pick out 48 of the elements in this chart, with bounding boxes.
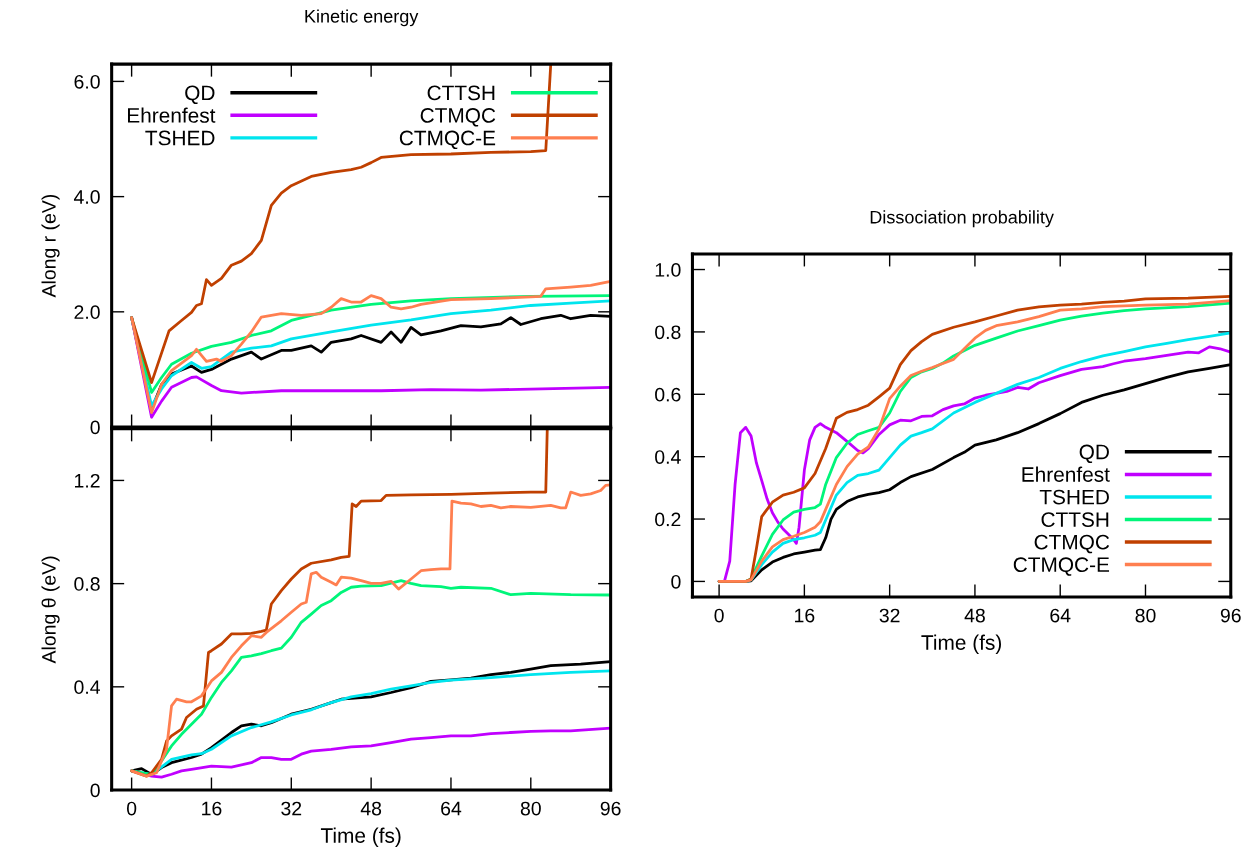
y-tick-label: 4.0 <box>73 190 100 204</box>
legend-label: CTTSH <box>427 85 495 101</box>
x-tick-label: 16 <box>795 608 815 623</box>
y-tick-label: 0.4 <box>74 680 100 695</box>
y-tick-label: 0 <box>671 574 681 589</box>
y-tick-label: 0 <box>90 783 100 798</box>
x-tick-label: 48 <box>360 801 382 816</box>
x-tick-label: 64 <box>441 801 462 816</box>
legend-label: TSHED <box>1039 489 1109 505</box>
x-tick-label: 80 <box>1135 608 1156 623</box>
x-tick-label: 0 <box>714 608 724 623</box>
line-series <box>130 483 611 778</box>
y-tick-label: 0.2 <box>655 512 681 527</box>
y-tick-label: 0.4 <box>655 450 681 464</box>
legend-label: Ehrenfest <box>128 107 216 123</box>
y-axis-title: Along r (eV) <box>41 194 60 298</box>
x-axis-title: Time (fs) <box>320 827 401 847</box>
chart-title: Dissociation probability <box>870 210 1054 228</box>
y-tick-label: 0.8 <box>74 577 100 591</box>
legend-label: TSHED <box>145 130 215 146</box>
x-tick-label: 80 <box>520 801 541 816</box>
x-tick-label: 32 <box>879 608 900 623</box>
x-tick-label: 0 <box>126 801 137 816</box>
x-tick-label: 96 <box>600 801 621 816</box>
y-tick-label: 6.0 <box>74 74 100 89</box>
x-tick-label: 96 <box>1220 608 1241 623</box>
legend-label: Ehrenfest <box>1022 466 1110 482</box>
chart-title: Kinetic energy <box>305 9 419 27</box>
x-tick-label: 32 <box>281 801 302 816</box>
y-tick-label: 0.6 <box>655 387 681 402</box>
y-tick-label: 1.2 <box>75 473 100 488</box>
x-tick-label: 48 <box>964 608 985 623</box>
y-tick-label: 0 <box>90 420 100 435</box>
y-tick-label: 2.0 <box>74 305 100 320</box>
x-axis-title: Time (fs) <box>921 634 1002 654</box>
legend-label: CTMQC-E <box>399 130 496 150</box>
legend-label: CTTSH <box>1041 512 1109 527</box>
line-series <box>130 279 611 415</box>
legend-label: CTMQC-E <box>1013 557 1110 576</box>
y-axis-title: Along θ (eV) <box>41 556 60 664</box>
legend-label: QD <box>1079 444 1109 464</box>
legend-label: QD <box>185 85 215 104</box>
legend-label: CTMQC <box>420 108 496 127</box>
x-tick-label: 16 <box>202 801 222 816</box>
y-tick-label: 0.8 <box>655 325 681 340</box>
y-tick-label: 1.0 <box>655 263 681 277</box>
x-tick-label: 64 <box>1050 608 1071 623</box>
legend-label: CTMQC <box>1034 534 1110 554</box>
